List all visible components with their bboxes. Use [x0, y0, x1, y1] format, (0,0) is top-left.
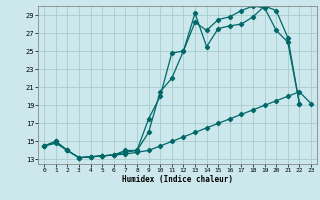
X-axis label: Humidex (Indice chaleur): Humidex (Indice chaleur): [122, 175, 233, 184]
